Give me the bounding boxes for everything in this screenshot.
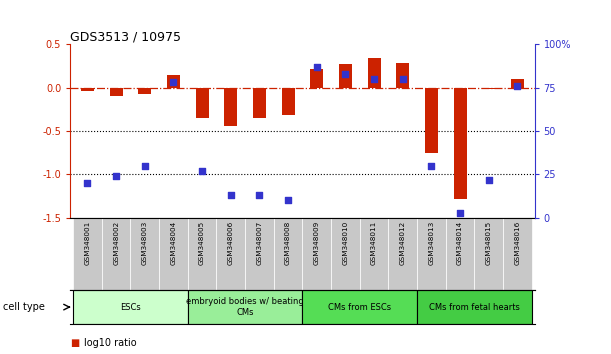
Text: GSM348016: GSM348016 [514,221,521,265]
Text: GSM348012: GSM348012 [400,221,406,265]
Bar [131,218,159,290]
Bar [503,218,532,290]
Bar [368,58,381,88]
Text: GSM348007: GSM348007 [257,221,263,265]
Text: GSM348001: GSM348001 [84,221,90,265]
Point [111,173,121,179]
Bar [302,290,417,324]
Bar [417,218,446,290]
Text: GSM348011: GSM348011 [371,221,377,265]
Text: ■: ■ [70,338,79,348]
Bar [73,290,188,324]
Bar [453,88,467,199]
Bar [196,88,208,118]
Point [513,83,522,89]
Bar [245,218,274,290]
Text: GSM348003: GSM348003 [142,221,148,265]
Text: GSM348013: GSM348013 [428,221,434,265]
Point [484,177,494,182]
Bar [389,218,417,290]
Text: GSM348015: GSM348015 [486,221,492,265]
Text: embryoid bodies w/ beating
CMs: embryoid bodies w/ beating CMs [186,297,304,317]
Bar [397,63,409,88]
Bar [188,290,302,324]
Text: GDS3513 / 10975: GDS3513 / 10975 [70,30,181,43]
Bar [417,290,532,324]
Text: GSM348009: GSM348009 [314,221,320,265]
Text: GSM348004: GSM348004 [170,221,177,265]
Bar [274,218,302,290]
Text: log10 ratio: log10 ratio [84,338,136,348]
Text: GSM348005: GSM348005 [199,221,205,265]
Bar [216,218,245,290]
Text: ESCs: ESCs [120,303,141,312]
Point [369,76,379,82]
Bar [302,218,331,290]
Bar [138,88,152,94]
Bar [360,218,389,290]
Bar [331,218,360,290]
Point [284,198,293,203]
Bar [446,218,474,290]
Point [255,192,265,198]
Point [398,76,408,82]
Text: CMs from fetal hearts: CMs from fetal hearts [429,303,520,312]
Bar [339,64,352,88]
Point [169,80,178,85]
Text: GSM348014: GSM348014 [457,221,463,265]
Point [197,168,207,174]
Point [226,192,236,198]
Point [426,163,436,169]
Point [340,71,350,76]
Bar [474,218,503,290]
Bar [224,88,237,126]
Bar [482,88,495,89]
Bar [110,88,123,96]
Text: GSM348010: GSM348010 [342,221,348,265]
Point [312,64,321,70]
Bar [188,218,216,290]
Text: GSM348002: GSM348002 [113,221,119,265]
Text: GSM348006: GSM348006 [228,221,234,265]
Text: cell type: cell type [3,302,45,312]
Bar [167,75,180,88]
Bar [102,218,131,290]
Point [82,180,92,186]
Bar [282,88,295,115]
Text: GSM348008: GSM348008 [285,221,291,265]
Bar [425,88,438,153]
Point [140,163,150,169]
Bar [310,69,323,88]
Bar [159,218,188,290]
Bar [73,218,102,290]
Text: CMs from ESCs: CMs from ESCs [328,303,391,312]
Bar [511,79,524,88]
Bar [253,88,266,118]
Point [455,210,465,215]
Bar [81,88,94,91]
